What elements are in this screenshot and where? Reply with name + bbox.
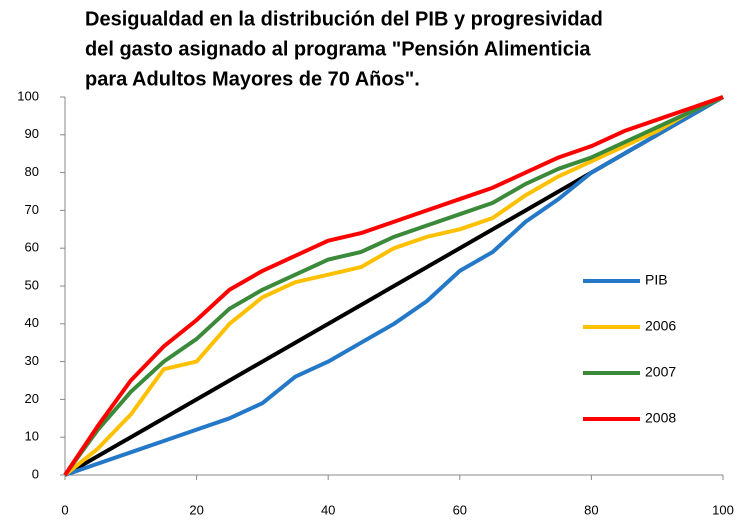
y-tick-label: 60 [25,240,39,255]
y-tick-label: 70 [25,202,39,217]
y-tick-label: 40 [25,315,39,330]
series-line [63,95,724,477]
legend-label: PIB [645,272,668,288]
x-tick-label: 80 [584,502,598,517]
series-line [63,95,724,477]
x-tick-label: 100 [712,502,734,517]
x-tick-label: 0 [61,502,68,517]
y-tick-label: 80 [25,164,39,179]
x-tick-label: 20 [189,502,203,517]
y-tick-label: 20 [25,391,39,406]
chart-title: del gasto asignado al programa "Pensión … [85,38,591,60]
series-line [64,95,724,477]
x-tick-label: 40 [321,502,335,517]
y-tick-label: 100 [17,88,39,103]
chart-title: Desigualdad en la distribución del PIB y… [85,8,603,30]
y-tick-label: 90 [25,126,39,141]
legend-label: 2006 [645,318,676,334]
y-tick-label: 10 [25,429,39,444]
legend-label: 2008 [645,410,676,426]
y-tick-label: 0 [32,466,39,481]
series-line [63,95,724,477]
chart-title: para Adultos Mayores de 70 Años". [85,68,420,90]
y-tick-label: 30 [25,353,39,368]
x-tick-label: 60 [453,502,467,517]
legend-label: 2007 [645,364,676,380]
y-tick-label: 50 [25,277,39,292]
